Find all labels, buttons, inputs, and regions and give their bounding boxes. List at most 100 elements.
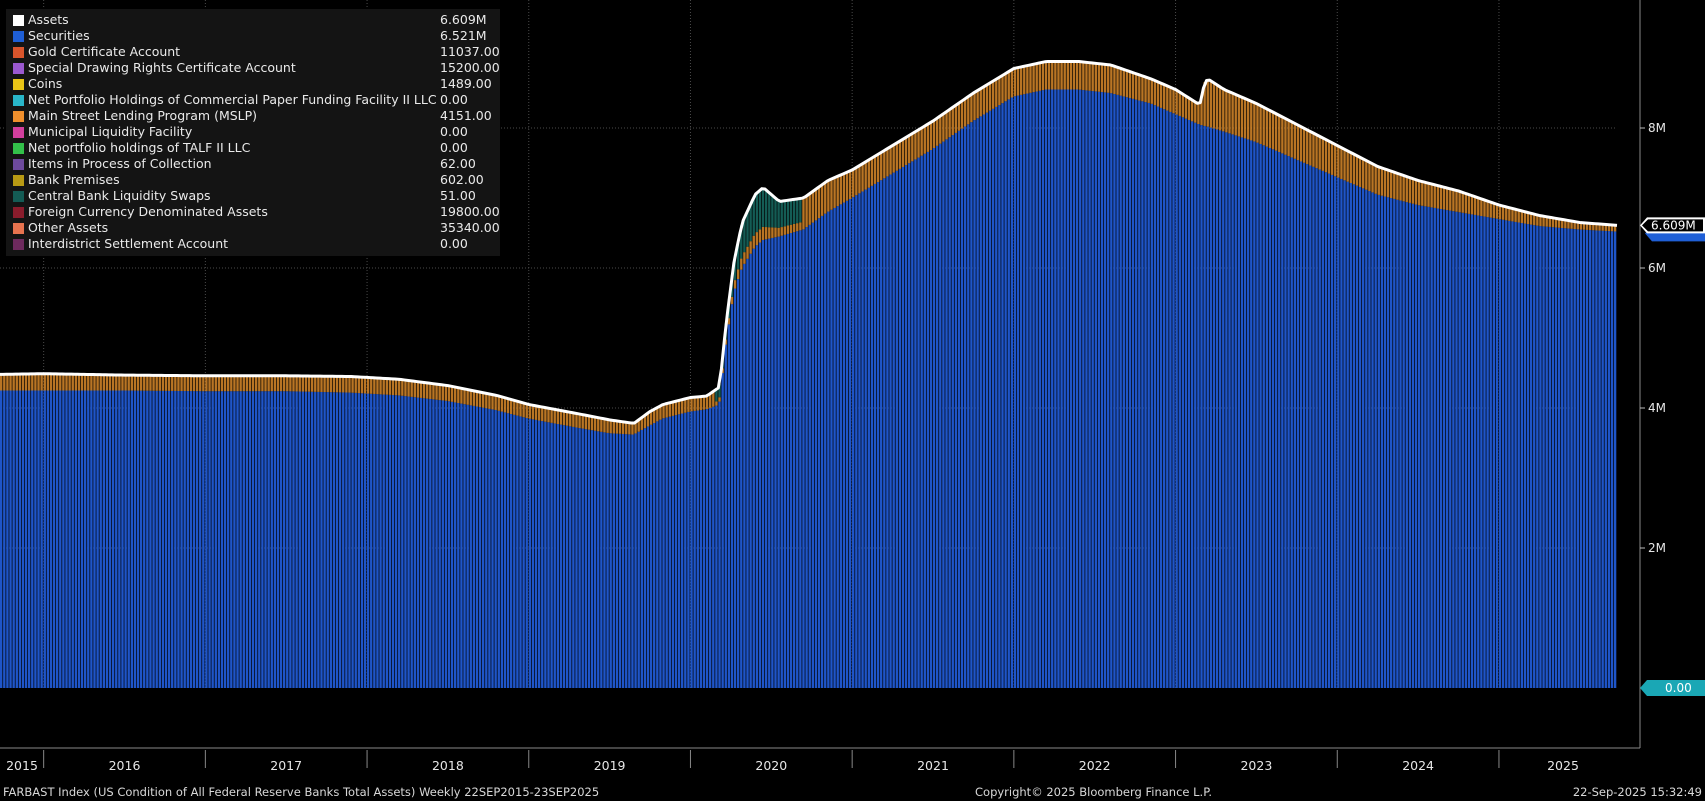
bar bbox=[304, 391, 308, 688]
bar bbox=[1019, 94, 1023, 689]
bar bbox=[108, 390, 112, 688]
bar-other bbox=[1501, 206, 1505, 220]
bar-other bbox=[1013, 68, 1017, 97]
bar-other bbox=[351, 376, 354, 393]
bar bbox=[752, 248, 755, 688]
bar bbox=[133, 390, 137, 688]
bar bbox=[733, 288, 737, 688]
bar bbox=[264, 391, 267, 688]
bar-other bbox=[1278, 115, 1281, 153]
bar-other bbox=[1243, 98, 1247, 139]
bar bbox=[1511, 221, 1514, 688]
bar-other bbox=[1253, 102, 1256, 142]
bar-other bbox=[628, 422, 631, 435]
bar-other bbox=[597, 417, 600, 432]
bar bbox=[973, 120, 976, 688]
bar-swaps bbox=[786, 200, 790, 226]
legend-value: 35340.00 bbox=[440, 220, 500, 235]
bar-other bbox=[413, 381, 416, 398]
bar-other bbox=[569, 412, 572, 427]
bar bbox=[115, 390, 118, 688]
bar bbox=[963, 126, 967, 689]
bar-other bbox=[584, 415, 588, 430]
bar-other bbox=[982, 86, 986, 115]
bar-other bbox=[111, 374, 115, 391]
bar-other bbox=[21, 374, 25, 391]
bar bbox=[1501, 219, 1505, 689]
bar-other bbox=[295, 375, 298, 392]
legend-swatch bbox=[13, 79, 24, 90]
bar-other bbox=[1340, 147, 1343, 179]
bar bbox=[1159, 107, 1163, 688]
bar bbox=[939, 143, 942, 688]
bar-other bbox=[292, 375, 295, 392]
bar-other bbox=[960, 100, 964, 129]
bar-other bbox=[1414, 179, 1418, 205]
bar bbox=[876, 182, 880, 688]
bar-other bbox=[93, 374, 96, 391]
bar-other bbox=[988, 82, 992, 111]
bar bbox=[317, 391, 320, 688]
legend-item: Net portfolio holdings of TALF II LLC 0.0… bbox=[6, 140, 500, 156]
bar bbox=[469, 405, 472, 688]
bar bbox=[77, 390, 81, 688]
x-tick-label: 2016 bbox=[109, 758, 141, 773]
last-value-tag-inner bbox=[1642, 219, 1703, 232]
bar bbox=[292, 391, 295, 688]
bar-other bbox=[752, 235, 755, 249]
bar-other bbox=[1035, 63, 1038, 92]
bar-other bbox=[1004, 73, 1007, 102]
bar bbox=[366, 393, 370, 688]
assets-line bbox=[0, 60, 1618, 425]
bar bbox=[1436, 208, 1440, 689]
bar-other bbox=[1442, 187, 1446, 210]
bar bbox=[1573, 229, 1576, 688]
bar-other bbox=[83, 374, 87, 391]
bar-other bbox=[488, 394, 491, 409]
bar bbox=[550, 422, 553, 688]
bar bbox=[31, 390, 34, 688]
bar-other bbox=[40, 373, 43, 391]
bar bbox=[307, 391, 311, 688]
bar-other bbox=[1274, 113, 1278, 151]
bar-other bbox=[1464, 193, 1468, 214]
bar bbox=[111, 390, 115, 688]
bar-other bbox=[68, 374, 71, 391]
bar bbox=[1097, 91, 1101, 689]
bar bbox=[1442, 209, 1446, 688]
bar-other bbox=[979, 88, 982, 117]
legend-label: Net Portfolio Holdings of Commercial Pap… bbox=[28, 92, 437, 107]
bar bbox=[183, 391, 186, 688]
bar-other bbox=[3, 374, 6, 391]
bar bbox=[1489, 217, 1492, 688]
legend-label: Central Bank Liquidity Swaps bbox=[28, 188, 211, 203]
bar bbox=[1197, 124, 1200, 689]
bar-other bbox=[1237, 96, 1241, 137]
bar-other bbox=[923, 125, 926, 154]
bar bbox=[3, 390, 6, 688]
bar bbox=[379, 394, 382, 688]
bar-other bbox=[1343, 149, 1346, 181]
bar bbox=[398, 395, 401, 688]
bar bbox=[1253, 141, 1256, 688]
bar bbox=[609, 433, 612, 688]
bar-other bbox=[1327, 141, 1331, 174]
bar bbox=[988, 110, 992, 688]
bar-other bbox=[1542, 216, 1545, 227]
bar bbox=[192, 391, 196, 688]
bar-swaps bbox=[752, 196, 755, 236]
bar bbox=[0, 390, 3, 688]
bar bbox=[1125, 97, 1129, 688]
bar-other bbox=[460, 388, 463, 404]
bar bbox=[158, 390, 161, 688]
bar-other bbox=[1365, 160, 1368, 190]
bar bbox=[1607, 231, 1611, 689]
bar bbox=[310, 391, 314, 688]
bar bbox=[1237, 136, 1241, 688]
bar-other bbox=[416, 381, 420, 398]
bar-other bbox=[1200, 95, 1203, 126]
bar bbox=[1337, 177, 1340, 688]
bar-other bbox=[1125, 70, 1129, 98]
bar bbox=[724, 344, 727, 688]
bar bbox=[52, 390, 56, 688]
